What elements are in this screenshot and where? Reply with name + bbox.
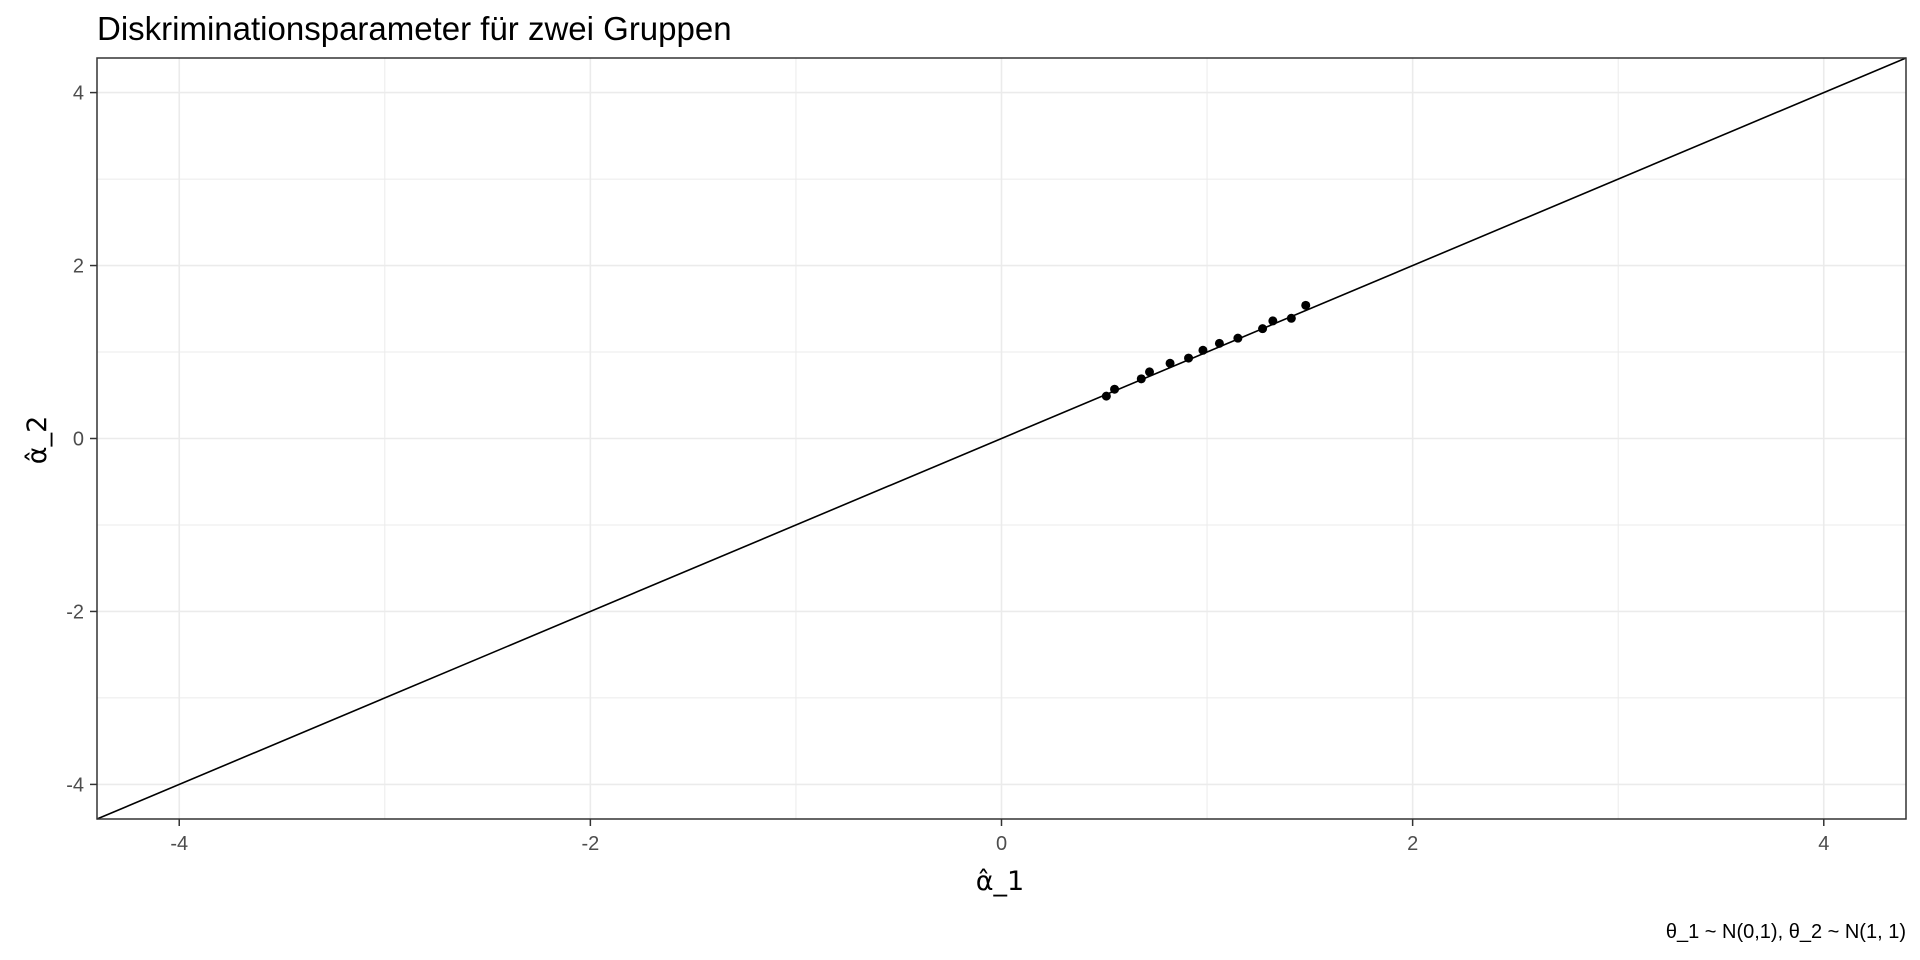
grid-lines [97,58,1906,819]
data-point [1258,324,1268,334]
y-axis-title: α̂_2 [22,416,53,464]
data-point [1110,384,1120,394]
reference-line-group [96,57,1907,820]
chart-caption: θ_1 ~ N(0,1), θ_2 ~ N(1, 1) [1666,921,1906,943]
x-tick-label: -2 [581,833,599,855]
chart-title: Diskriminationsparameter für zwei Gruppe… [97,10,732,47]
y-tick-label: 0 [73,429,84,451]
x-axis-ticks: -4 -2 0 2 4 [170,819,1829,855]
y-axis-ticks: -4 -2 0 2 4 [66,83,97,796]
y-tick-label: 2 [73,256,84,278]
y-tick-label: -4 [66,774,84,796]
data-point [1233,333,1243,343]
data-point [1136,374,1146,384]
data-points [1101,300,1311,401]
data-point [1165,358,1175,368]
data-point [1145,367,1155,377]
x-axis-title: α̂_1 [976,866,1024,897]
x-tick-label: -4 [170,833,188,855]
data-point [1214,338,1224,348]
x-tick-label: 2 [1407,833,1418,855]
data-point [1198,345,1208,355]
x-tick-label: 4 [1818,833,1829,855]
data-point [1101,391,1111,401]
data-point [1184,353,1194,363]
x-tick-label: 0 [996,833,1007,855]
reference-line [96,57,1907,820]
data-point [1301,300,1311,310]
data-point [1286,313,1296,323]
y-tick-label: -2 [66,601,84,623]
data-point [1268,316,1278,326]
y-tick-label: 4 [73,83,84,105]
